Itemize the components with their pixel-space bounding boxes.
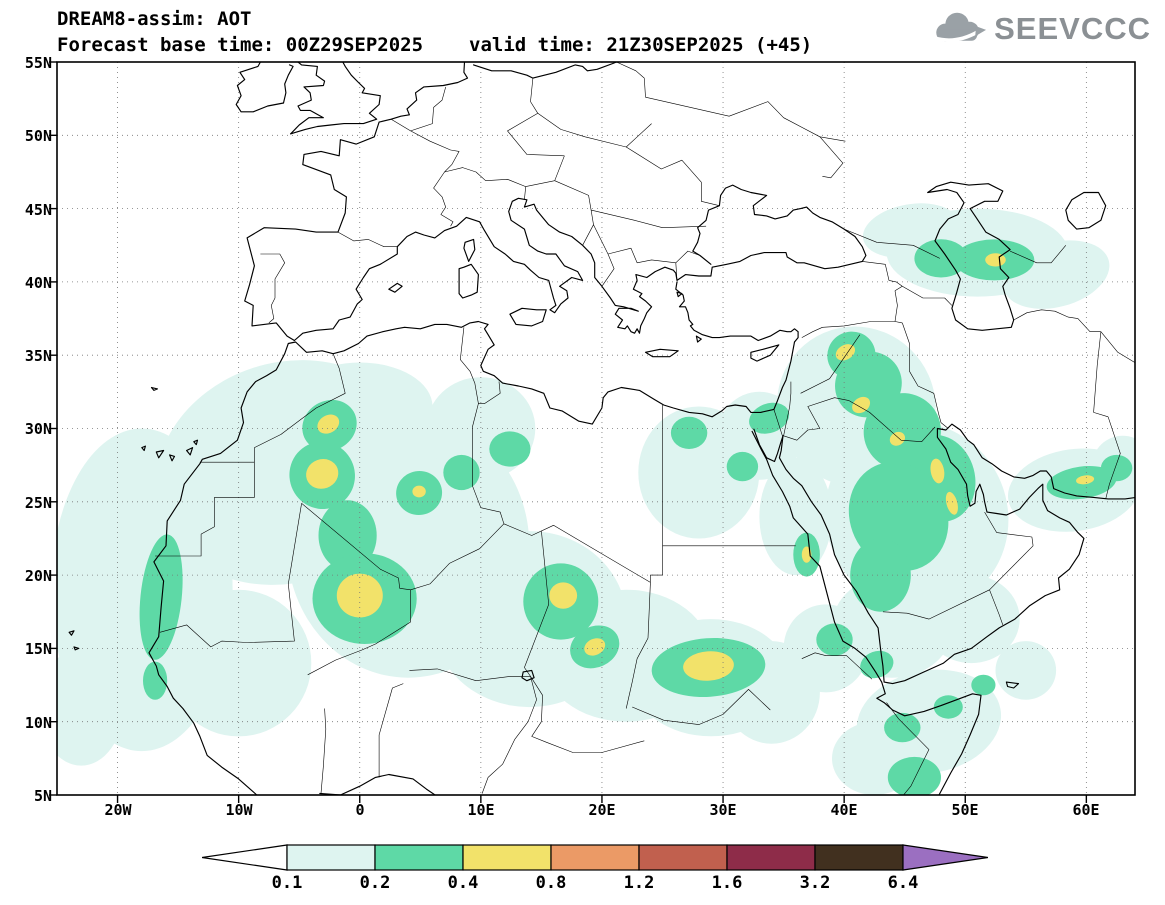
- lat-axis-label: 40N: [24, 274, 52, 292]
- lon-axis-label: 10W: [225, 801, 253, 819]
- title-block: DREAM8-assim: AOT Forecast base time: 00…: [57, 6, 812, 58]
- colorbar-label: 0.4: [447, 873, 479, 893]
- colorbar: [202, 844, 988, 871]
- lat-axis-label: 20N: [24, 567, 52, 585]
- colorbar-label: 0.1: [271, 873, 303, 893]
- lat-axis-label: 55N: [24, 54, 52, 72]
- colorbar-segment: [814, 844, 904, 871]
- lon-axis-label: 20W: [104, 801, 132, 819]
- colorbar-segment: [726, 844, 816, 871]
- lon-axis-label: 50E: [951, 801, 979, 819]
- seevccc-logo: SEEVCCC: [929, 10, 1151, 48]
- valid-time: valid time: 21Z30SEP2025 (+45): [469, 34, 813, 56]
- colorbar-label: 3.2: [799, 873, 831, 893]
- logo-text: SEEVCCC: [994, 11, 1151, 46]
- lon-axis-label: 0: [355, 801, 365, 819]
- lon-axis-label: 20E: [588, 801, 616, 819]
- lat-axis-label: 15N: [24, 640, 52, 658]
- colorbar-segment: [374, 844, 464, 871]
- lon-axis-label: 30E: [709, 801, 737, 819]
- grid-layer: [57, 62, 1135, 795]
- coastline-layer: [68, 62, 1135, 795]
- lat-axis-label: 25N: [24, 494, 52, 512]
- lat-axis-label: 45N: [24, 201, 52, 219]
- colorbar-under-arrow: [202, 844, 288, 871]
- colorbar-segment: [638, 844, 728, 871]
- lat-axis-label: 35N: [24, 347, 52, 365]
- cloud-icon: [934, 12, 987, 42]
- colorbar-label: 0.8: [535, 873, 567, 893]
- lat-axis-label: 10N: [24, 714, 52, 732]
- lat-axis-label: 5N: [33, 787, 52, 805]
- lon-axis-label: 40E: [830, 801, 858, 819]
- colorbar-label: 1.6: [711, 873, 743, 893]
- colorbar-segment: [462, 844, 552, 871]
- aot-shading-layer: [57, 203, 1135, 795]
- colorbar-segment: [550, 844, 640, 871]
- forecast-base-time: Forecast base time: 00Z29SEP2025: [57, 34, 424, 56]
- colorbar-segment: [286, 844, 376, 871]
- colorbar-label: 6.4: [887, 873, 919, 893]
- lon-axis-label: 10E: [467, 801, 495, 819]
- colorbar-over-arrow: [902, 844, 988, 871]
- colorbar-label: 0.2: [359, 873, 391, 893]
- map-title: DREAM8-assim: AOT: [57, 8, 252, 30]
- frame-layer: [49, 61, 1136, 803]
- lat-axis-label: 50N: [24, 127, 52, 145]
- border-layer: [155, 62, 1135, 795]
- lat-axis-label: 30N: [24, 420, 52, 438]
- map-subtitle: Forecast base time: 00Z29SEP2025 valid t…: [57, 32, 812, 58]
- map-canvas: [49, 61, 1136, 803]
- lon-axis-label: 60E: [1072, 801, 1100, 819]
- colorbar-label: 1.2: [623, 873, 655, 893]
